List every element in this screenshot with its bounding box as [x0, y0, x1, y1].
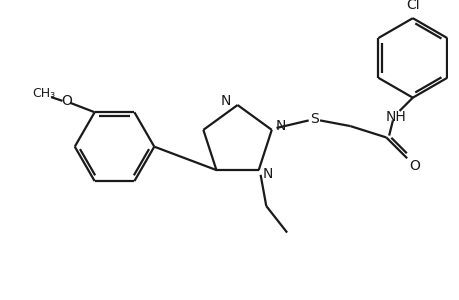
- Text: N: N: [263, 167, 273, 181]
- Text: NH: NH: [385, 110, 405, 124]
- Text: S: S: [309, 112, 318, 125]
- Text: N: N: [220, 94, 231, 108]
- Text: O: O: [61, 94, 72, 108]
- Text: CH₃: CH₃: [32, 87, 55, 100]
- Text: Cl: Cl: [405, 0, 419, 12]
- Text: N: N: [275, 119, 286, 133]
- Text: O: O: [409, 159, 419, 173]
